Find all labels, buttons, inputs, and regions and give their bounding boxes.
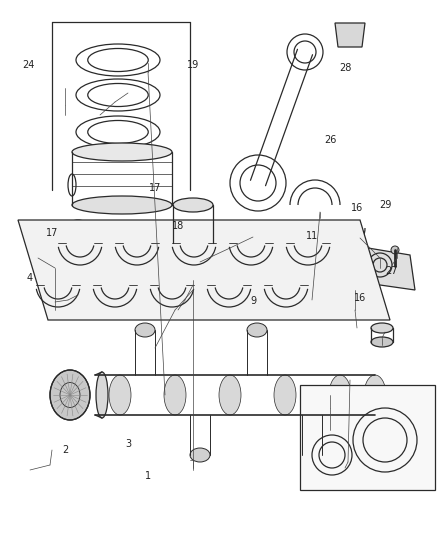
- Ellipse shape: [329, 375, 351, 415]
- Ellipse shape: [364, 375, 386, 415]
- Ellipse shape: [72, 196, 172, 214]
- Ellipse shape: [371, 337, 393, 347]
- Text: 3: 3: [125, 439, 131, 449]
- Text: 4: 4: [27, 273, 33, 283]
- Ellipse shape: [190, 448, 210, 462]
- Text: 26: 26: [324, 135, 336, 145]
- Ellipse shape: [72, 143, 172, 161]
- Ellipse shape: [50, 370, 90, 420]
- Ellipse shape: [173, 236, 213, 250]
- Text: 9: 9: [250, 296, 256, 306]
- Ellipse shape: [371, 323, 393, 333]
- Text: 27: 27: [386, 266, 398, 276]
- Ellipse shape: [173, 198, 213, 212]
- Ellipse shape: [68, 174, 76, 196]
- Text: 11: 11: [306, 231, 318, 241]
- Text: 2: 2: [62, 445, 68, 455]
- Ellipse shape: [302, 448, 322, 462]
- Ellipse shape: [135, 323, 155, 337]
- Polygon shape: [335, 23, 365, 47]
- Text: 17: 17: [46, 228, 58, 238]
- Text: 19: 19: [187, 60, 199, 70]
- Text: 29: 29: [379, 200, 391, 210]
- Text: 17: 17: [149, 183, 161, 193]
- Ellipse shape: [109, 375, 131, 415]
- Text: 18: 18: [172, 221, 184, 231]
- Text: 16: 16: [351, 203, 363, 213]
- Ellipse shape: [219, 375, 241, 415]
- Text: 16: 16: [354, 293, 366, 303]
- Polygon shape: [18, 220, 390, 320]
- Ellipse shape: [96, 372, 108, 418]
- Ellipse shape: [164, 375, 186, 415]
- Text: 24: 24: [22, 60, 34, 70]
- Polygon shape: [345, 245, 415, 290]
- Text: 28: 28: [339, 63, 351, 73]
- Ellipse shape: [247, 323, 267, 337]
- Bar: [300, 385, 435, 490]
- Ellipse shape: [274, 375, 296, 415]
- Text: 1: 1: [145, 471, 151, 481]
- Circle shape: [391, 246, 399, 254]
